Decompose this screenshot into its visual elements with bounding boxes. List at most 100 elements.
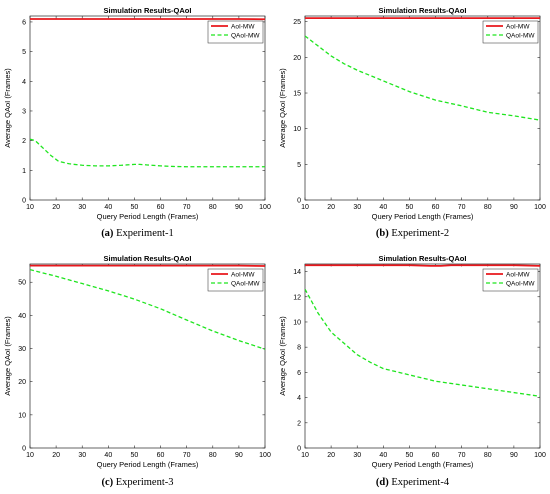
x-tick-label: 20 — [327, 452, 335, 459]
legend-label: AoI-MW — [506, 24, 530, 31]
y-tick-label: 40 — [18, 313, 26, 320]
y-tick-label: 20 — [293, 55, 301, 62]
y-tick-label: 12 — [293, 294, 301, 301]
x-tick-label: 10 — [26, 452, 34, 459]
x-axis-label: Query Period Length (Frames) — [97, 460, 199, 469]
y-tick-label: 3 — [22, 108, 26, 115]
caption-b: (b) Experiment-2 — [275, 228, 550, 239]
legend-label: QAoI-MW — [231, 33, 260, 40]
x-tick-label: 80 — [209, 452, 217, 459]
plot-area — [29, 15, 266, 201]
x-tick-label: 70 — [458, 204, 466, 211]
caption-text-c: Experiment-3 — [115, 477, 174, 488]
y-tick-label: 14 — [293, 269, 301, 276]
y-tick-label: 0 — [297, 198, 301, 205]
legend-label: AoI-MW — [506, 272, 530, 279]
series-line-qaoi-mw — [305, 288, 540, 397]
x-tick-label: 60 — [157, 452, 165, 459]
x-tick-label: 70 — [458, 452, 466, 459]
legend-label: QAoI-MW — [506, 33, 535, 40]
chart-title: Simulation Results-QAoI — [379, 254, 467, 263]
x-tick-label: 50 — [406, 452, 414, 459]
y-axis-label: Average QAoI (Frames) — [3, 316, 12, 396]
y-tick-label: 10 — [18, 412, 26, 419]
x-tick-label: 30 — [353, 452, 361, 459]
plot-area — [304, 263, 541, 449]
y-tick-label: 20 — [18, 379, 26, 386]
plot-area — [29, 263, 266, 449]
chart-panel-b: 10 20 30 40 50 60 70 80 90 100 0 5 10 15 20 25 Simulatio… — [275, 0, 550, 247]
x-tick-label: 10 — [301, 452, 309, 459]
x-tick-label: 30 — [78, 452, 86, 459]
caption-a: (a) Experiment-1 — [0, 228, 275, 239]
x-tick-label: 100 — [534, 204, 546, 211]
y-tick-label: 0 — [22, 198, 26, 205]
y-tick-label: 0 — [22, 446, 26, 453]
y-tick-label: 2 — [22, 138, 26, 145]
x-tick-label: 80 — [484, 204, 492, 211]
x-tick-label: 20 — [327, 204, 335, 211]
x-tick-label: 40 — [379, 204, 387, 211]
x-tick-label: 80 — [209, 204, 217, 211]
x-tick-label: 30 — [78, 204, 86, 211]
plot-area — [304, 15, 541, 201]
x-tick-label: 60 — [432, 452, 440, 459]
legend-label: QAoI-MW — [231, 281, 260, 288]
x-tick-label: 70 — [183, 452, 191, 459]
chart-title: Simulation Results-QAoI — [104, 6, 192, 15]
chart-c: 10 20 30 40 50 60 70 80 90 10001020304050Simulati… — [3, 254, 271, 469]
x-tick-label: 90 — [235, 452, 243, 459]
series-line-qaoi-mw — [305, 35, 540, 121]
y-axis-label: Average QAoI (Frames) — [3, 68, 12, 148]
x-tick-label: 70 — [183, 204, 191, 211]
y-tick-label: 15 — [293, 91, 301, 98]
x-tick-label: 10 — [26, 204, 34, 211]
x-tick-label: 50 — [131, 452, 139, 459]
x-tick-label: 20 — [52, 452, 60, 459]
x-tick-label: 100 — [259, 452, 271, 459]
x-tick-label: 90 — [510, 204, 518, 211]
x-axis-label: Query Period Length (Frames) — [372, 460, 474, 469]
caption-d: (d) Experiment-4 — [275, 477, 550, 488]
caption-label-c: (c) — [101, 477, 114, 488]
chart-title: Simulation Results-QAoI — [379, 6, 467, 15]
y-tick-label: 4 — [22, 79, 26, 86]
x-axis-label: Query Period Length (Frames) — [97, 212, 199, 221]
x-tick-label: 20 — [52, 204, 60, 211]
y-axis-label: Average QAoI (Frames) — [278, 316, 287, 396]
x-tick-label: 40 — [379, 452, 387, 459]
x-tick-label: 50 — [131, 204, 139, 211]
chart-title: Simulation Results-QAoI — [104, 254, 192, 263]
x-tick-label: 50 — [406, 204, 414, 211]
x-tick-label: 60 — [157, 204, 165, 211]
y-tick-label: 25 — [293, 19, 301, 26]
y-axis-label: Average QAoI (Frames) — [278, 68, 287, 148]
caption-label-a: (a) — [101, 228, 114, 239]
x-tick-label: 100 — [534, 452, 546, 459]
x-tick-label: 40 — [104, 452, 112, 459]
y-tick-label: 30 — [18, 346, 26, 353]
y-tick-label: 0 — [297, 446, 301, 453]
y-tick-label: 5 — [297, 162, 301, 169]
y-tick-label: 10 — [293, 319, 301, 326]
legend-label: AoI-MW — [231, 272, 255, 279]
caption-text-d: Experiment-4 — [391, 477, 450, 488]
x-axis-label: Query Period Length (Frames) — [372, 212, 474, 221]
x-tick-label: 100 — [259, 204, 271, 211]
y-tick-label: 2 — [297, 420, 301, 427]
caption-text-b: Experiment-2 — [391, 228, 450, 239]
y-tick-label: 5 — [22, 49, 26, 56]
y-tick-label: 6 — [297, 370, 301, 377]
x-tick-label: 80 — [484, 452, 492, 459]
x-tick-label: 60 — [432, 204, 440, 211]
chart-panel-a: 10 20 30 40 50 60 70 80 90 100 0 1 2 3 4 5 6 Simulation R… — [0, 0, 275, 247]
chart-b: 10 20 30 40 50 60 70 80 90 100 0 5 10 15 20 25 Simulatio… — [278, 6, 546, 221]
series-line-qaoi-mw — [30, 138, 265, 168]
series-line-qaoi-mw — [30, 269, 265, 350]
legend-label: AoI-MW — [231, 24, 255, 31]
chart-d: 10 20 30 40 50 60 70 80 90 100 0 2 4 6 8 10 12 14 Simulati… — [278, 254, 546, 469]
y-tick-label: 1 — [22, 168, 26, 175]
series-line-aoi-mw — [305, 264, 540, 267]
x-tick-label: 90 — [235, 204, 243, 211]
y-tick-label: 10 — [293, 126, 301, 133]
